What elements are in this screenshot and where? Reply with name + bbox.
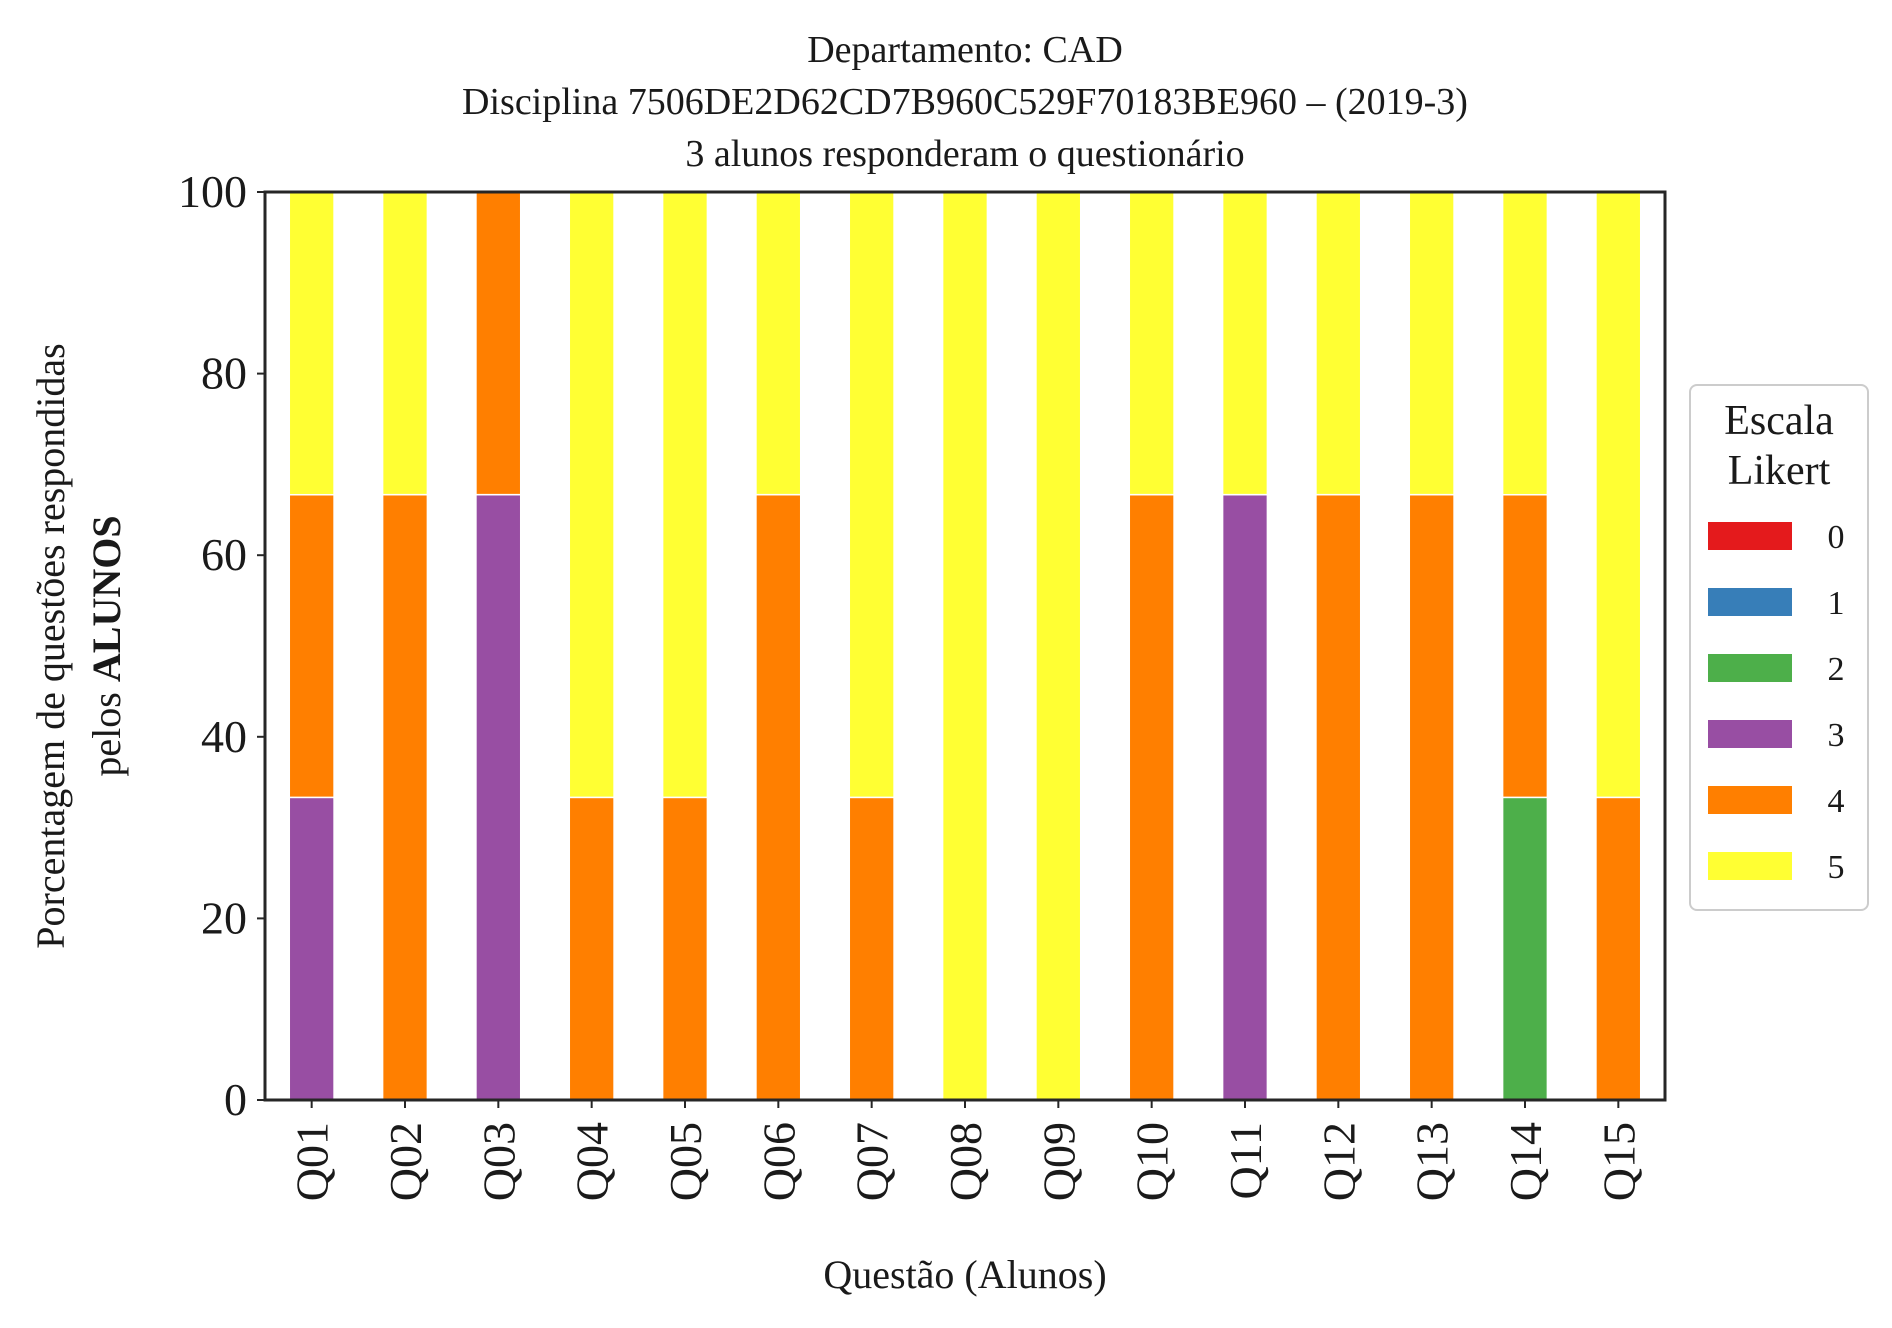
bar-q08-likert-5	[941, 191, 989, 1101]
bar-q06-likert-4	[755, 493, 802, 1101]
x-tick-label-q12: Q12	[1313, 1122, 1364, 1201]
y-tick-label: 20	[201, 892, 247, 943]
bar-q04-likert-4	[568, 796, 615, 1101]
bar-q13-likert-4	[1408, 493, 1455, 1101]
y-tick-label: 80	[201, 348, 247, 399]
legend-title-line-1: Escala	[1724, 398, 1834, 444]
x-tick-label-q14: Q14	[1500, 1122, 1551, 1201]
x-tick-label-q06: Q06	[753, 1122, 804, 1201]
bar-q09-likert-5	[1035, 191, 1082, 1101]
legend-label-1: 1	[1828, 585, 1845, 622]
bar-q15-likert-4	[1595, 796, 1642, 1101]
bar-q03-likert-4	[475, 191, 522, 496]
y-tick-label: 40	[201, 711, 247, 762]
bar-q01-likert-5	[288, 191, 335, 496]
y-tick-label: 0	[224, 1074, 247, 1125]
bar-q10-likert-5	[1128, 191, 1175, 496]
x-tick-label-q05: Q05	[660, 1122, 711, 1201]
bar-q14-likert-4	[1501, 493, 1549, 799]
bar-q06-likert-5	[755, 191, 802, 496]
y-axis: 0 20 40 60 80 100	[178, 166, 265, 1125]
legend-swatch-2	[1708, 654, 1792, 682]
bar-q15-likert-5	[1595, 191, 1642, 799]
bars-layer	[288, 191, 1642, 1101]
bar-q07-likert-4	[848, 796, 895, 1101]
y-tick-label: 100	[178, 166, 247, 217]
bar-q03-likert-3	[475, 493, 522, 1101]
x-tick-label-q09: Q09	[1033, 1122, 1084, 1201]
bar-q12-likert-4	[1315, 493, 1362, 1101]
y-axis-label-line-1: Porcentagem de questões respondidas	[28, 343, 73, 948]
title-line-1: Departamento: CAD	[807, 29, 1123, 71]
legend-label-2: 2	[1828, 651, 1845, 688]
y-axis-label-line-2: pelos ALUNOS	[84, 515, 129, 776]
x-tick-label-q08: Q08	[940, 1122, 991, 1201]
chart-title: Departamento: CAD Disciplina 7506DE2D62C…	[462, 29, 1468, 175]
x-tick-label-q10: Q10	[1127, 1122, 1178, 1201]
x-tick-label-q15: Q15	[1593, 1122, 1644, 1201]
x-tick-label-q02: Q02	[380, 1122, 431, 1201]
legend-swatch-5	[1708, 852, 1792, 880]
x-tick-label-q13: Q13	[1407, 1122, 1458, 1201]
legend-swatch-0	[1708, 522, 1792, 550]
bar-q05-likert-4	[661, 796, 709, 1101]
x-tick-label-q01: Q01	[287, 1122, 338, 1201]
legend-label-4: 4	[1828, 783, 1845, 820]
y-axis-label-bold: ALUNOS	[84, 515, 129, 682]
bar-q10-likert-4	[1128, 493, 1175, 1101]
bar-q02-likert-5	[381, 191, 429, 496]
x-tick-label-q03: Q03	[473, 1122, 524, 1201]
bar-q13-likert-5	[1408, 191, 1455, 496]
legend: Escala Likert 0 1 2 3 4 5	[1689, 384, 1869, 911]
bar-q07-likert-5	[848, 191, 895, 799]
bar-q05-likert-5	[661, 191, 709, 799]
legend-label-0: 0	[1828, 519, 1845, 556]
x-axis-label: Questão (Alunos)	[823, 1252, 1106, 1297]
bar-q01-likert-3	[288, 796, 335, 1101]
legend-label-3: 3	[1828, 717, 1845, 754]
legend-title-line-2: Likert	[1728, 448, 1831, 494]
legend-frame	[1689, 384, 1869, 911]
bar-q04-likert-5	[568, 191, 615, 799]
x-axis: Q01 Q02 Q03 Q04 Q05 Q06 Q07 Q08 Q09 Q10 Q11 Q12 Q13 Q…	[287, 1100, 1644, 1201]
x-tick-label-q04: Q04	[567, 1122, 618, 1201]
x-tick-label-q11: Q11	[1220, 1122, 1271, 1200]
x-tick-label-q07: Q07	[847, 1122, 898, 1201]
bar-q12-likert-5	[1315, 191, 1362, 496]
legend-items: 0 1 2 3 4 5	[1708, 519, 1845, 886]
bar-q14-likert-5	[1501, 191, 1549, 496]
y-axis-label-prefix: pelos	[84, 682, 129, 776]
bar-q11-likert-5	[1221, 191, 1269, 496]
legend-label-5: 5	[1828, 849, 1845, 886]
title-line-3: 3 alunos responderam o questionário	[685, 133, 1244, 175]
title-line-2: Disciplina 7506DE2D62CD7B960C529F70183BE…	[462, 81, 1468, 123]
bar-q11-likert-3	[1221, 493, 1269, 1101]
y-tick-label: 60	[201, 529, 247, 580]
legend-swatch-1	[1708, 588, 1792, 616]
legend-swatch-4	[1708, 786, 1792, 814]
bar-q14-likert-2	[1501, 796, 1549, 1101]
bar-q01-likert-4	[288, 493, 335, 799]
legend-swatch-3	[1708, 720, 1792, 748]
bar-q02-likert-4	[381, 493, 429, 1101]
